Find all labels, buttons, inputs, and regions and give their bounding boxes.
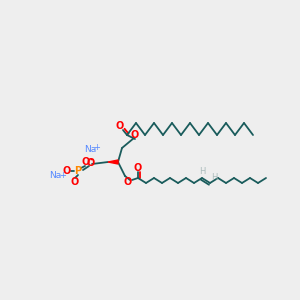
Text: Na: Na	[49, 172, 61, 181]
Text: -: -	[89, 155, 93, 165]
Text: O: O	[63, 166, 71, 176]
Text: +: +	[94, 143, 100, 152]
Text: O: O	[131, 130, 139, 140]
Text: O: O	[82, 157, 90, 167]
Text: O: O	[134, 163, 142, 173]
Text: O: O	[71, 177, 79, 187]
Text: H: H	[211, 173, 217, 182]
Text: +: +	[60, 170, 66, 179]
Text: O: O	[116, 121, 124, 131]
Text: Na: Na	[84, 145, 96, 154]
Text: P: P	[74, 166, 82, 176]
Text: H: H	[199, 167, 205, 176]
Text: O: O	[124, 177, 132, 187]
Polygon shape	[108, 160, 118, 164]
Text: O: O	[87, 158, 95, 168]
